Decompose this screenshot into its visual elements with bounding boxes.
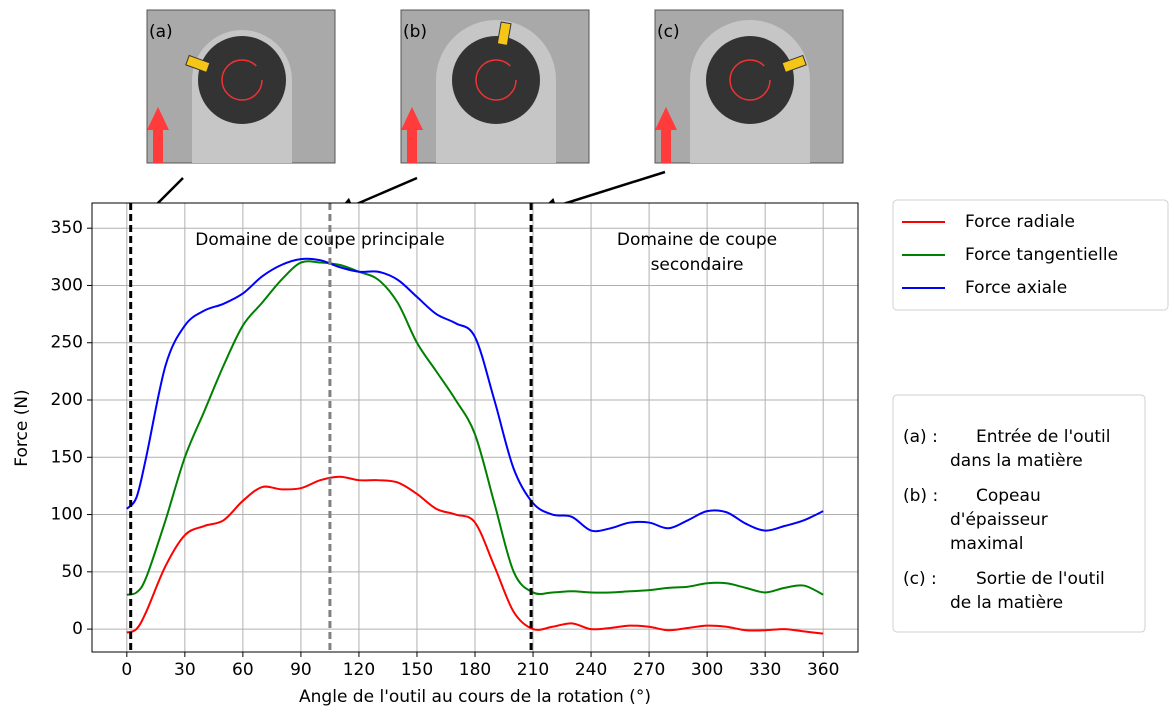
inset: (c) [654, 9, 844, 164]
insets: (a) (b) (c) [146, 9, 844, 164]
y-tick-label: 0 [72, 619, 83, 639]
series-line [126, 475, 824, 635]
plot-frame [91, 202, 859, 653]
y-tick-label: 150 [51, 447, 83, 467]
annotation: Domaine de coupe principale [195, 230, 444, 250]
x-tick-label: 30 [174, 660, 196, 680]
x-tick-label: 90 [290, 660, 312, 680]
inset-tool-body [706, 36, 794, 124]
note-text: dans la matière [950, 451, 1083, 471]
y-tick-label: 250 [51, 333, 83, 353]
y-tick-label: 50 [61, 562, 83, 582]
y-tick-label: 300 [51, 275, 83, 295]
x-tick-label: 180 [459, 660, 491, 680]
series-line [126, 257, 824, 533]
legend-label: Force axiale [965, 278, 1067, 298]
note-text: Copeau [976, 486, 1041, 506]
x-tick-label: 270 [633, 660, 665, 680]
annotation: Domaine de coupe [617, 230, 777, 250]
x-tick-label: 330 [749, 660, 781, 680]
inset: (a) [146, 9, 336, 164]
x-tick-label: 360 [807, 660, 839, 680]
note-key: (b) : [903, 486, 938, 506]
inset-feed-arrow [147, 107, 169, 163]
x-tick-label: 150 [401, 660, 433, 680]
inset-tool-body [198, 36, 286, 124]
inset-insert [185, 54, 211, 74]
inset-insert [781, 54, 807, 74]
note-key: (c) : [903, 569, 937, 589]
x-tick-label: 0 [121, 660, 132, 680]
inset-rotation [221, 59, 263, 101]
note-text: d'épaisseur [950, 510, 1048, 530]
inset-label: (b) [403, 22, 427, 42]
annotation: secondaire [651, 255, 744, 275]
note-text: Entrée de l'outil [976, 427, 1110, 447]
inset-insert [496, 21, 512, 46]
x-tick-label: 240 [575, 660, 607, 680]
x-tick-label: 300 [691, 660, 723, 680]
inset-feed-arrow [401, 107, 423, 163]
inset-label: (a) [149, 22, 173, 42]
y-tick-label: 100 [51, 505, 83, 525]
legend-label: Force tangentielle [965, 245, 1118, 265]
inset-tool-body [452, 36, 540, 124]
inset-rotation [475, 59, 517, 101]
note-text: maximal [950, 534, 1023, 554]
notes-box [892, 394, 1146, 633]
y-tick-label: 200 [51, 390, 83, 410]
x-axis-label: Angle de l'outil au cours de la rotation… [299, 687, 651, 707]
x-tick-label: 210 [517, 660, 549, 680]
x-tick-label: 60 [232, 660, 254, 680]
note-text: Sortie de l'outil [976, 569, 1105, 589]
x-tick-label: 120 [343, 660, 375, 680]
note-key: (a) : [903, 427, 938, 447]
inset-feed-arrow [655, 107, 677, 163]
inset: (b) [400, 9, 590, 164]
note-text: de la matière [950, 593, 1063, 613]
legend-box [892, 199, 1169, 311]
inset-rotation [729, 59, 771, 101]
series-line [126, 260, 824, 596]
y-tick-label: 350 [51, 218, 83, 238]
y-axis-label: Force (N) [12, 389, 32, 466]
legend-label: Force radiale [965, 212, 1075, 232]
inset-label: (c) [657, 22, 680, 42]
